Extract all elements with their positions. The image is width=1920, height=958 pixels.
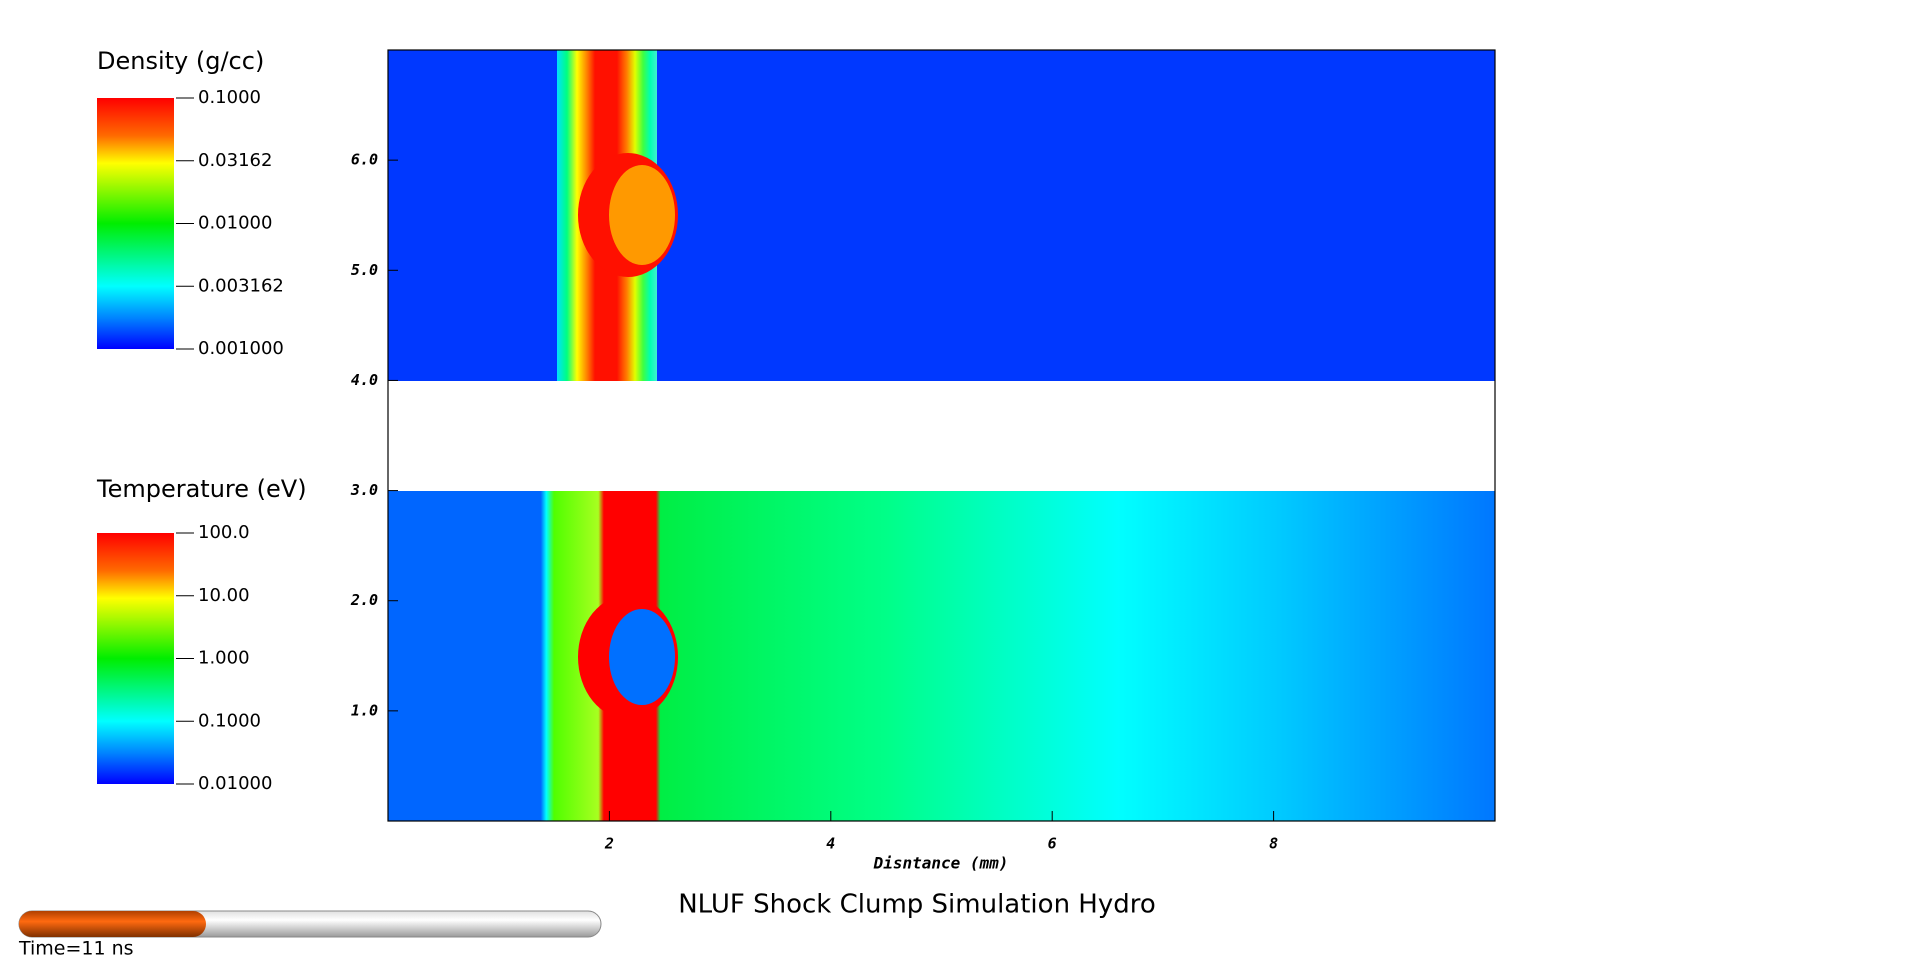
x-axis-label: Disntance (mm) (873, 854, 1009, 873)
time-slider-fill (19, 911, 206, 937)
time-label: Time=11 ns (18, 938, 134, 958)
y-tick-label: 4.0 (351, 371, 378, 389)
x-tick-label: 2 (604, 835, 614, 853)
colorbar-label: 10.00 (198, 585, 250, 606)
y-tick-label: 6.0 (351, 151, 378, 169)
temperature-field (388, 491, 1495, 821)
plot-title: NLUF Shock Clump Simulation Hydro (678, 890, 1156, 920)
colorbar-label: 0.03162 (198, 150, 272, 171)
y-tick-label: 5.0 (351, 261, 378, 279)
temperature-colorbar (97, 533, 174, 784)
density-field (388, 50, 1495, 381)
colorbar-label: 100.0 (198, 522, 250, 543)
colorbar-label: 0.003162 (198, 275, 284, 296)
x-tick-label: 6 (1048, 835, 1057, 853)
colorbar-label: 1.000 (198, 648, 250, 669)
colorbar-label: 0.01000 (198, 213, 272, 234)
legend-title: Density (g/cc) (97, 47, 264, 75)
colorbar-label: 0.1000 (198, 87, 261, 108)
colorbar-label: 0.1000 (198, 710, 261, 731)
colorbar-label: 0.01000 (198, 773, 272, 794)
x-tick-label: 8 (1269, 835, 1278, 853)
x-tick-label: 4 (826, 835, 835, 853)
density-colorbar (97, 98, 174, 349)
legend-title: Temperature (eV) (96, 475, 307, 503)
plot-frame (387, 49, 1496, 822)
y-tick-label: 1.0 (351, 701, 378, 719)
y-tick-label: 2.0 (350, 591, 378, 609)
colorbar-label: 0.001000 (198, 338, 284, 359)
y-tick-label: 3.0 (350, 481, 378, 499)
